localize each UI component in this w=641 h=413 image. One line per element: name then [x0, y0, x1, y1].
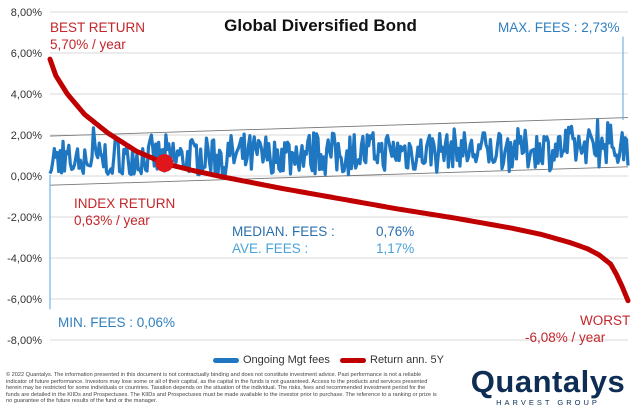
legend-fees: Ongoing Mgt fees: [213, 353, 330, 367]
brand-subtitle: HARVEST GROUP: [496, 398, 600, 407]
chart-title: Global Diversified Bond: [224, 16, 417, 35]
y-tick-label: 0,00%: [11, 171, 42, 183]
legend-return-label: Return ann. 5Y: [370, 354, 444, 366]
index-return-marker: [155, 154, 174, 173]
y-tick-label: 4,00%: [11, 89, 42, 101]
y-tick-label: -8,00%: [7, 335, 42, 347]
min-fees-label: MIN. FEES : 0,06%: [58, 315, 176, 330]
best-return-label: BEST RETURN: [50, 20, 146, 35]
channel-upper-line: [49, 117, 629, 137]
y-tick-label: -6,00%: [7, 294, 42, 306]
y-tick-label: -2,00%: [7, 212, 42, 224]
legend-return-swatch: [340, 357, 366, 363]
max-fees-label: MAX. FEES : 2,73%: [498, 20, 620, 35]
index-return-value: 0,63% / year: [74, 213, 150, 228]
return-series: [47, 56, 631, 304]
brand-logo: Quantalys HARVEST GROUP: [468, 364, 628, 408]
y-axis-ticks: 8,00% 6,00% 4,00% 2,00% 0,00% -2,00% -4,00% -6,…: [7, 7, 42, 347]
legend-fees-label: Ongoing Mgt fees: [243, 354, 330, 366]
fees-line: [48, 118, 630, 177]
chart-markers: [49, 36, 624, 310]
median-fees-value: 0,76%: [376, 224, 415, 239]
legend-fees-swatch: [213, 357, 239, 363]
legend-return: Return ann. 5Y: [340, 353, 444, 367]
brand-name: Quantalys: [470, 364, 626, 399]
return-line: [47, 56, 631, 304]
disclaimer-text: © 2022 Quantalys. The information presen…: [6, 372, 437, 405]
fees-series: [48, 118, 630, 177]
median-fees-label: MEDIAN. FEES :: [232, 224, 335, 239]
index-return-label: INDEX RETURN: [74, 196, 176, 211]
best-return-value: 5,70% / year: [50, 37, 126, 52]
y-tick-label: -4,00%: [7, 253, 42, 265]
y-tick-label: 8,00%: [11, 7, 42, 19]
worst-label: WORST: [580, 313, 631, 328]
worst-value: -6,08% / year: [525, 330, 606, 345]
ave-fees-label: AVE. FEES :: [232, 241, 309, 256]
ave-fees-value: 1,17%: [376, 241, 415, 256]
channel-lower-line: [49, 166, 629, 186]
y-tick-label: 6,00%: [11, 48, 42, 60]
y-tick-label: 2,00%: [11, 130, 42, 142]
fees-channel: [49, 117, 629, 186]
